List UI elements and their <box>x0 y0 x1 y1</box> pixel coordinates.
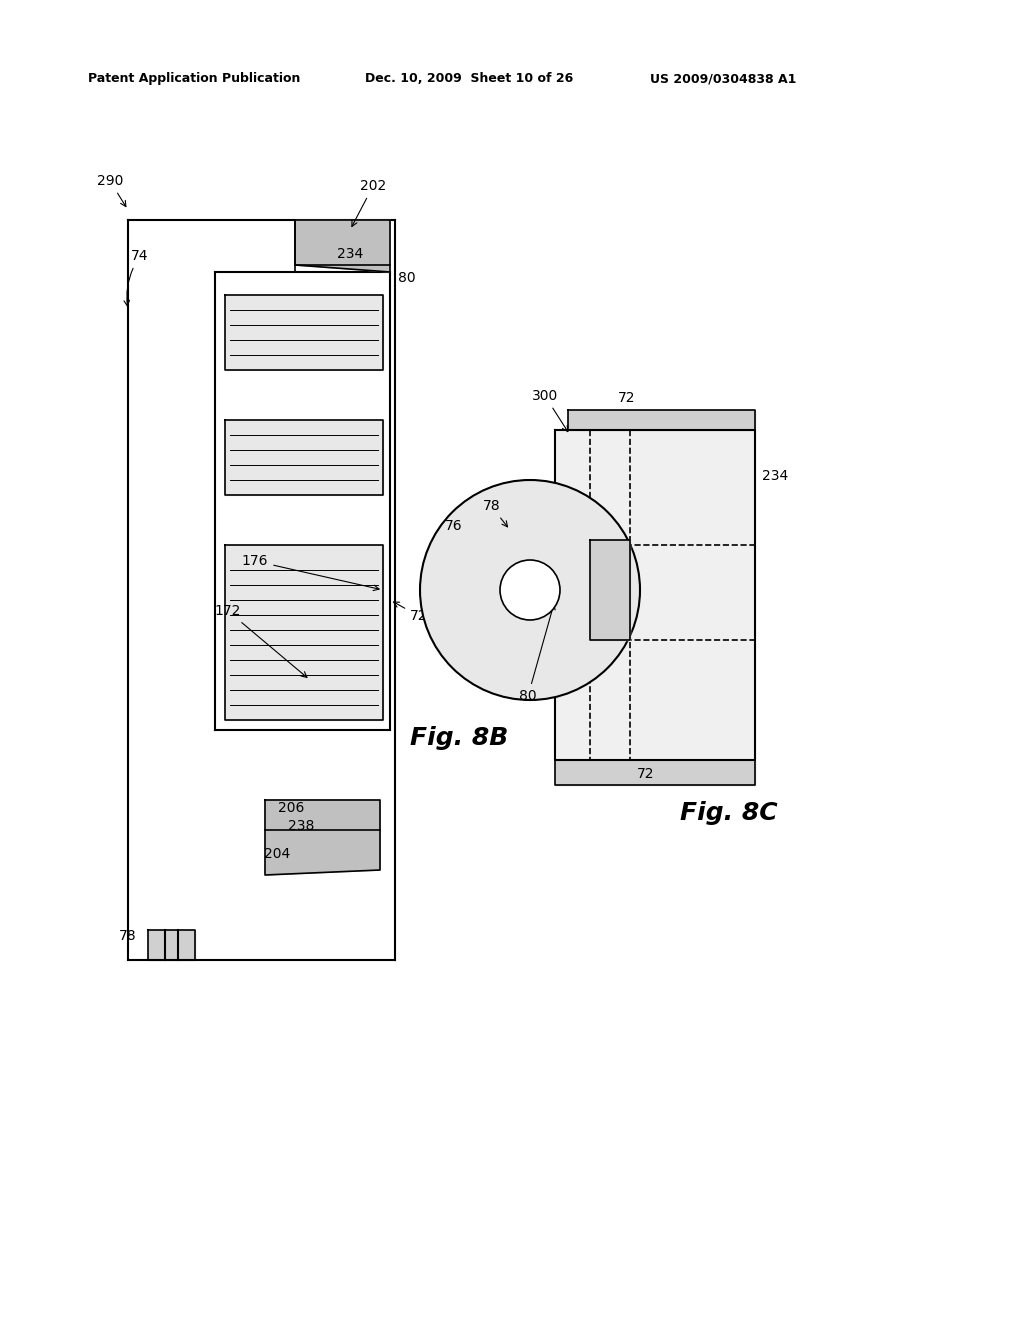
Text: Dec. 10, 2009  Sheet 10 of 26: Dec. 10, 2009 Sheet 10 of 26 <box>365 73 573 84</box>
Text: 204: 204 <box>264 847 290 861</box>
Text: 176: 176 <box>242 554 379 590</box>
Text: 74: 74 <box>124 249 148 306</box>
Text: 80: 80 <box>398 271 416 285</box>
Polygon shape <box>295 220 390 272</box>
Circle shape <box>500 560 560 620</box>
Text: Fig. 8B: Fig. 8B <box>410 726 508 750</box>
Text: 238: 238 <box>288 818 314 833</box>
Text: US 2009/0304838 A1: US 2009/0304838 A1 <box>650 73 797 84</box>
Text: 80: 80 <box>519 603 555 704</box>
Text: 234: 234 <box>337 247 364 261</box>
Text: 76: 76 <box>444 519 462 533</box>
Text: Fig. 8C: Fig. 8C <box>680 801 777 825</box>
Polygon shape <box>225 420 383 495</box>
Polygon shape <box>265 800 380 875</box>
Text: 206: 206 <box>278 801 304 814</box>
Text: 234: 234 <box>762 469 788 483</box>
Text: 172: 172 <box>215 605 307 677</box>
Text: 72: 72 <box>618 391 636 405</box>
Polygon shape <box>555 760 755 785</box>
Polygon shape <box>568 411 755 430</box>
Circle shape <box>420 480 640 700</box>
Text: 202: 202 <box>352 180 386 227</box>
Polygon shape <box>590 540 630 640</box>
Text: 72: 72 <box>637 767 654 781</box>
Polygon shape <box>225 545 383 719</box>
Polygon shape <box>148 931 195 960</box>
Polygon shape <box>225 294 383 370</box>
Text: Patent Application Publication: Patent Application Publication <box>88 73 300 84</box>
Text: 72: 72 <box>393 602 427 623</box>
Polygon shape <box>555 430 755 760</box>
Text: 78: 78 <box>482 499 508 527</box>
Text: 300: 300 <box>531 389 568 432</box>
Text: 78: 78 <box>119 929 137 942</box>
Text: 290: 290 <box>97 174 126 207</box>
